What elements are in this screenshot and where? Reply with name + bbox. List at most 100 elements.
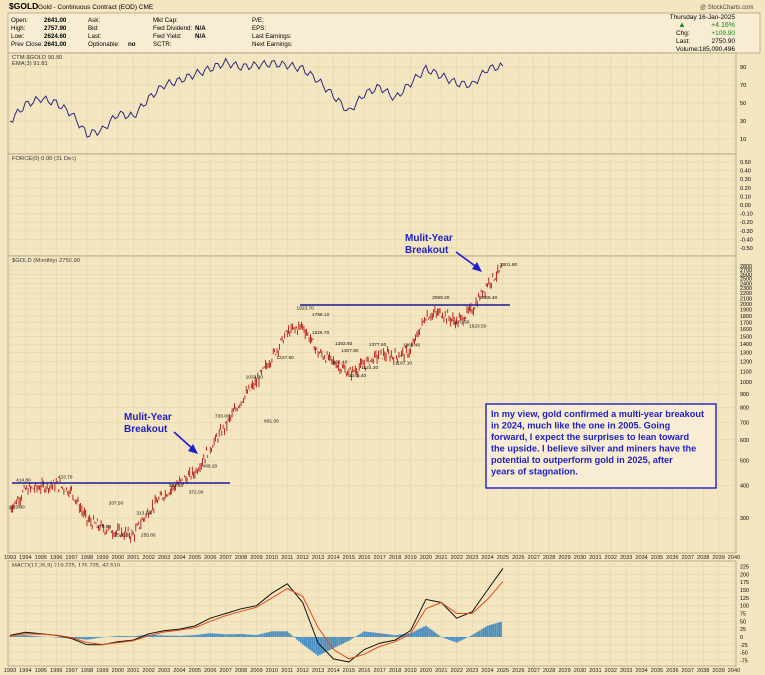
macd-histogram-bar <box>163 635 165 637</box>
x-axis-label: 2023 <box>466 555 478 561</box>
annotation-upper-line2: Breakout <box>405 245 449 256</box>
y-tick-label: 0.30 <box>740 177 751 183</box>
x-axis-label: 2027 <box>528 668 540 674</box>
price-label: 1377.50 <box>369 342 387 348</box>
macd-histogram-bar <box>332 637 335 649</box>
y-tick-label: 1500 <box>740 334 752 340</box>
x-axis-label: 2009 <box>250 555 262 561</box>
x-axis-label: 2022 <box>450 555 462 561</box>
macd-histogram-bar <box>138 635 140 637</box>
macd-histogram-bar <box>452 637 454 642</box>
macd-histogram-bar <box>178 635 181 637</box>
x-axis-label: 1998 <box>81 668 93 674</box>
price-label: 489.20 <box>203 463 218 469</box>
macd-histogram-bar <box>80 637 83 640</box>
y-tick-label: 1400 <box>740 342 752 348</box>
y-tick-label: 700 <box>740 420 749 426</box>
x-axis-label: 2040 <box>728 668 740 674</box>
macd-histogram-bar <box>498 622 500 637</box>
macd-histogram-bar <box>170 635 173 637</box>
macd-histogram-bar <box>292 636 294 637</box>
macd-histogram-bar <box>167 635 169 637</box>
x-axis-label: 2034 <box>635 668 647 674</box>
header-fields-mid: Ask:Bid:Last:Optionable: no <box>88 17 136 48</box>
y-tick-label: 1600 <box>740 327 752 333</box>
y-tick-label: -0.20 <box>740 220 753 226</box>
macd-histogram-bar <box>36 636 38 637</box>
macd-histogram-bar <box>296 637 298 640</box>
price-label: 1675.90 <box>452 320 470 326</box>
x-axis-label: 2028 <box>543 555 555 561</box>
x-axis-label: 2032 <box>605 668 617 674</box>
price-label: 681.00 <box>264 418 279 424</box>
y-tick-label: 125 <box>740 596 749 602</box>
x-axis-label: 1995 <box>35 668 47 674</box>
x-axis-label: 2036 <box>666 555 678 561</box>
macd-histogram-bar <box>394 635 396 637</box>
macd-histogram-bar <box>128 636 131 637</box>
macd-histogram-bar <box>411 632 414 637</box>
x-axis-label: 2014 <box>327 555 339 561</box>
x-axis-label: 2013 <box>312 555 324 561</box>
macd-line <box>9 568 504 663</box>
x-axis-label: 2003 <box>158 555 170 561</box>
price-label: 1369.40 <box>403 343 421 349</box>
x-axis-label: 2026 <box>512 555 524 561</box>
x-axis-label: 2037 <box>682 555 694 561</box>
macd-histogram-bar <box>140 635 142 637</box>
macd-histogram-bar <box>388 634 391 637</box>
x-axis-label: 1996 <box>50 555 62 561</box>
annotation-upper-arrowhead-icon <box>472 262 482 272</box>
macd-histogram-bar <box>459 637 462 641</box>
macd-histogram-bar <box>244 634 246 637</box>
x-axis-label: 2020 <box>420 668 432 674</box>
y-tick-label: 600 <box>740 438 749 444</box>
macd-signal-line <box>9 581 504 660</box>
macd-histogram-bar <box>390 634 393 637</box>
x-axis-label: 2010 <box>266 668 278 674</box>
macd-histogram-bar <box>415 630 418 637</box>
price-label: 1623.50 <box>469 324 487 330</box>
x-axis-label: 2037 <box>682 668 694 674</box>
macd-histogram-bar <box>465 637 468 638</box>
macd-histogram-bar <box>34 636 36 637</box>
macd-histogram-bar <box>126 636 129 637</box>
macd-histogram-bar <box>122 636 125 637</box>
y-tick-label: 400 <box>740 484 749 490</box>
macd-histogram-bar <box>323 637 325 653</box>
macd-histogram-bar <box>469 636 472 637</box>
header-field-value: N/A <box>195 25 206 32</box>
macd-histogram-bar <box>346 637 348 642</box>
macd-histogram-bar <box>269 631 271 637</box>
macd-histogram-bar <box>299 637 302 643</box>
macd-histogram-bar <box>157 635 160 637</box>
x-axis-label: 1994 <box>19 555 31 561</box>
x-axis-label: 2025 <box>497 555 509 561</box>
macd-histogram-bar <box>174 635 177 637</box>
macd-histogram-bar <box>13 635 15 637</box>
header-field-value: 2757.90 <box>44 25 67 32</box>
macd-histogram-bar <box>88 637 90 640</box>
x-axis-labels-bottom: 1993 1994 1995 1996 1997 1998 1999 2000 2001 2002… <box>4 668 740 674</box>
x-axis-label: 2001 <box>127 555 139 561</box>
header-field-label: Mkt Cap: <box>153 17 178 24</box>
macd-histogram-bar <box>182 635 185 637</box>
price-label: 1798.10 <box>312 312 330 318</box>
macd-histogram-bar <box>413 631 416 637</box>
x-axis-label: 2030 <box>574 668 586 674</box>
header-field-label: Fwd Dividend: <box>153 25 192 32</box>
x-axis-label: 2010 <box>266 555 278 561</box>
x-axis-label: 2024 <box>481 668 493 674</box>
note-line: in 2024, much like the one in 2005. Goin… <box>491 421 670 431</box>
y-tick-label: 50 <box>740 101 746 107</box>
x-axis-label: 2029 <box>558 668 570 674</box>
x-axis-label: 2012 <box>296 668 308 674</box>
macd-histogram-bar <box>149 634 152 637</box>
macd-histogram-bar <box>219 633 221 637</box>
macd-histogram-bar <box>215 633 217 637</box>
y-tick-label: 300 <box>740 516 749 522</box>
x-axis-label: 2006 <box>204 668 216 674</box>
macd-histogram-bar <box>209 633 212 637</box>
macd-histogram-bar <box>357 634 360 637</box>
price-label: 2085.40 <box>480 295 498 301</box>
